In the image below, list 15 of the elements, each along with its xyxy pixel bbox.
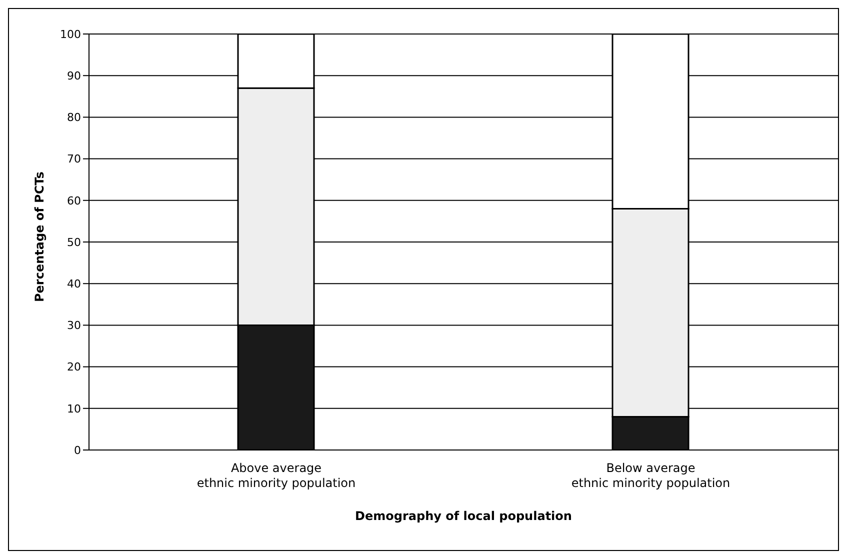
y-tick-label: 40 — [67, 278, 81, 291]
y-tick-label: 10 — [67, 402, 81, 416]
y-tick-label: 30 — [67, 319, 81, 332]
y-tick-label: 0 — [74, 444, 81, 457]
y-tick-label: 90 — [67, 70, 81, 83]
x-tick-label: Below average ethnic minority population — [571, 461, 730, 490]
y-tick-label: 80 — [67, 111, 81, 124]
y-tick-label: 70 — [67, 152, 81, 166]
x-axis-title: Demography of local population — [355, 509, 572, 523]
y-axis-title: Percentage of PCTs — [32, 172, 46, 302]
y-tick-label: 20 — [67, 360, 81, 374]
y-tick-label: 100 — [60, 28, 81, 41]
y-tick-label: 50 — [67, 236, 81, 249]
y-tick-label: 60 — [67, 194, 81, 208]
x-tick-label: Above average ethnic minority population — [196, 461, 356, 490]
